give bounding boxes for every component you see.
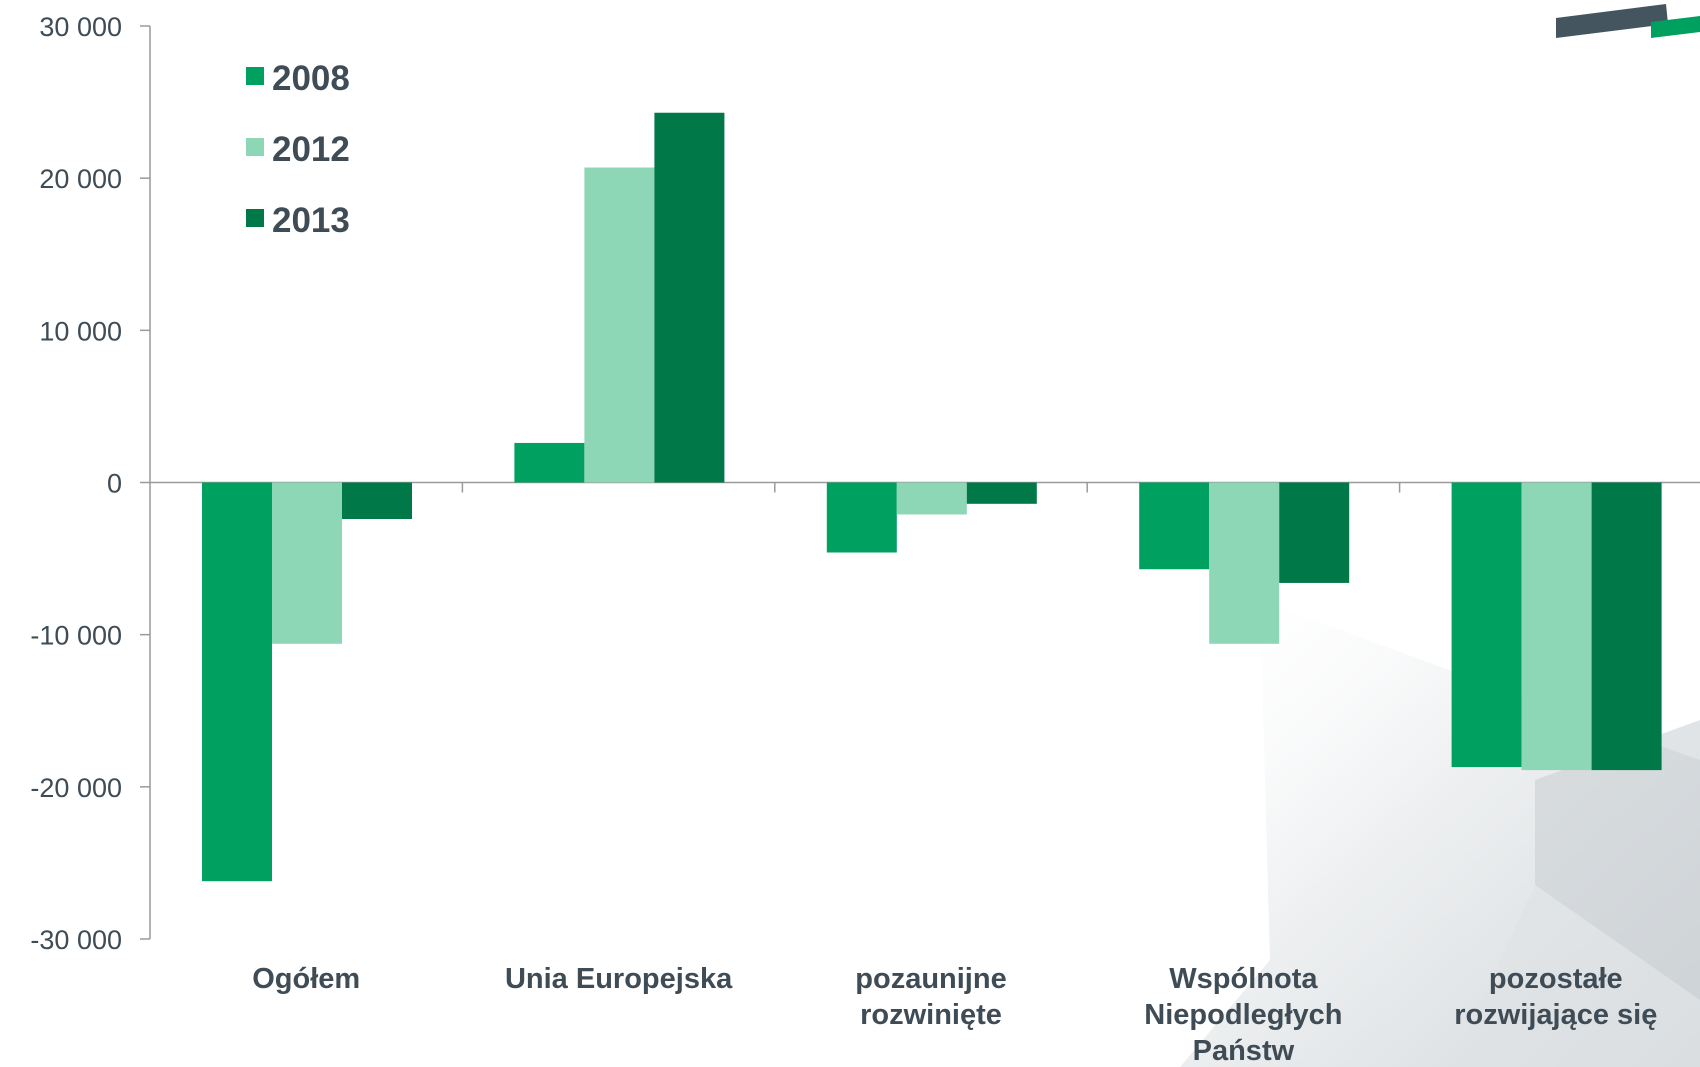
y-tick-label: 10 000 — [39, 316, 122, 346]
y-tick-label: 0 — [107, 469, 122, 499]
bar-2012 — [1521, 482, 1592, 771]
bar-2008 — [1451, 482, 1522, 768]
bar-2008 — [1139, 482, 1210, 570]
y-axis: 30 000 20 000 10 000 0 -10 000 -20 000 -30 000 — [30, 12, 151, 955]
y-tick-label: -10 000 — [30, 621, 122, 651]
bar-2008 — [514, 442, 585, 483]
legend-label-2013: 2013 — [272, 201, 350, 240]
decor-dark-stripe — [1556, 4, 1668, 38]
legend-label-2012: 2012 — [272, 130, 350, 169]
category-label: Ogółem — [252, 963, 360, 995]
bar-2008 — [202, 482, 272, 882]
bar-2008 — [826, 482, 897, 553]
bar-2013 — [654, 112, 725, 483]
category-label: pozostałe rozwijające się — [1454, 963, 1657, 1031]
category-labels: Ogółem Unia Europejska pozaunijne rozwinięt… — [252, 963, 1657, 1067]
legend-swatch-2008 — [246, 67, 264, 85]
decor-hex-top — [1450, 885, 1700, 1067]
y-tick-label: 30 000 — [39, 12, 122, 42]
category-label: Unia Europejska — [505, 963, 733, 995]
decor-hex-face — [1535, 720, 1700, 1000]
bar-2012 — [584, 167, 655, 483]
bars — [202, 112, 1662, 882]
legend: 2008 2012 2013 — [246, 59, 350, 240]
bar-2013 — [342, 482, 412, 520]
category-label: Wspólnota Niepodległych Państw — [1144, 963, 1342, 1067]
bar-2013 — [966, 482, 1037, 504]
y-tick-label: 20 000 — [39, 164, 122, 194]
legend-swatch-2013 — [246, 209, 264, 227]
y-tick-label: -20 000 — [30, 773, 122, 803]
decor-green-stripe — [1651, 16, 1700, 38]
legend-label-2008: 2008 — [272, 59, 350, 98]
category-label: pozaunijne rozwinięte — [855, 963, 1006, 1031]
legend-swatch-2012 — [246, 138, 264, 156]
bar-2012 — [896, 482, 967, 515]
bar-2012 — [1209, 482, 1280, 644]
y-tick-label: -30 000 — [30, 925, 122, 955]
bar-2012 — [272, 482, 342, 644]
bar-2013 — [1279, 482, 1350, 583]
bar-2013 — [1591, 482, 1662, 771]
